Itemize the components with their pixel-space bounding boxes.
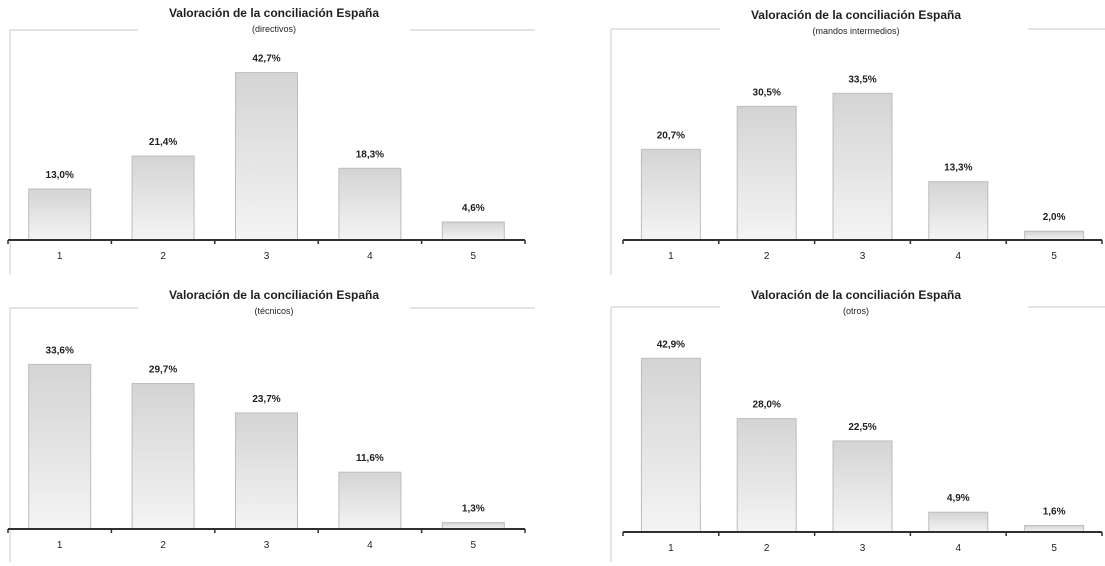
chart-subtitle: (otros)	[842, 306, 869, 316]
chart-plot: 42,9% 1 28,0% 2 22,5% 3 4,9% 4 1,6% 5	[610, 306, 1105, 562]
data-label: 30,5%	[753, 87, 781, 98]
chart-subtitle: (técnicos)	[254, 306, 294, 316]
x-tick-label: 3	[860, 543, 866, 554]
chart-tecnicos: Valoración de la conciliación España (té…	[7, 284, 540, 566]
data-label: 22,5%	[848, 422, 876, 433]
chart-subtitle: (mandos intermedios)	[812, 26, 900, 36]
bar	[736, 418, 797, 533]
bar	[640, 357, 701, 533]
bar	[928, 511, 989, 533]
bar	[235, 412, 298, 530]
x-tick-label: 3	[860, 251, 866, 262]
x-tick-label: 5	[471, 540, 477, 551]
x-tick-label: 2	[764, 543, 770, 554]
bar	[235, 72, 298, 241]
bar	[338, 167, 402, 241]
bar	[28, 363, 92, 530]
bar	[131, 383, 195, 530]
data-label: 21,4%	[149, 137, 177, 148]
data-label: 4,6%	[462, 203, 485, 214]
bar	[131, 155, 195, 241]
data-label: 18,3%	[356, 149, 384, 160]
bar	[1024, 230, 1085, 241]
bar	[640, 148, 701, 241]
data-label: 13,3%	[944, 163, 972, 174]
x-tick-label: 4	[956, 543, 962, 554]
chart-plot: 13,0% 1 21,4% 2 42,7% 3 18,3% 4 4,6% 5	[7, 29, 535, 275]
chart-title: Valoración de la conciliación España	[750, 288, 962, 302]
x-tick-label: 5	[1051, 543, 1057, 554]
data-label: 29,7%	[149, 365, 177, 376]
x-tick-label: 3	[264, 251, 270, 262]
x-tick-label: 3	[264, 540, 270, 551]
chart-plot: 20,7% 1 30,5% 2 33,5% 3 13,3% 4 2,0% 5	[610, 28, 1105, 275]
chart-title: Valoración de la conciliación España	[168, 288, 380, 302]
x-tick-label: 4	[367, 540, 373, 551]
data-label: 42,9%	[657, 339, 685, 350]
data-label: 11,6%	[356, 453, 384, 464]
data-label: 1,3%	[462, 504, 485, 515]
data-label: 1,6%	[1043, 507, 1066, 518]
bar	[441, 221, 505, 241]
x-tick-label: 1	[57, 251, 63, 262]
x-tick-label: 2	[764, 251, 770, 262]
bar	[736, 105, 797, 241]
chart-plot: 33,6% 1 29,7% 2 23,7% 3 11,6% 4 1,3% 5	[7, 307, 535, 562]
x-tick-label: 5	[1051, 251, 1057, 262]
data-label: 33,5%	[848, 74, 876, 85]
x-tick-label: 5	[471, 251, 477, 262]
data-label: 23,7%	[252, 394, 280, 405]
data-label: 33,6%	[46, 345, 74, 356]
x-tick-label: 4	[956, 251, 962, 262]
data-label: 20,7%	[657, 130, 685, 141]
x-tick-label: 1	[668, 251, 674, 262]
bar	[832, 440, 893, 533]
bar	[338, 471, 402, 530]
x-tick-label: 1	[668, 543, 674, 554]
x-tick-label: 4	[367, 251, 373, 262]
chart-mandos-intermedios: Valoración de la conciliación España (ma…	[608, 0, 1105, 280]
x-tick-label: 1	[57, 540, 63, 551]
bar	[28, 188, 92, 241]
data-label: 4,9%	[947, 493, 970, 504]
chart-directivos: Valoración de la conciliación España (di…	[7, 0, 540, 280]
data-label: 13,0%	[46, 170, 74, 181]
data-label: 28,0%	[753, 400, 781, 411]
x-tick-label: 2	[160, 540, 166, 551]
data-label: 2,0%	[1043, 212, 1066, 223]
bar	[928, 181, 989, 241]
data-label: 42,7%	[252, 54, 280, 65]
chart-title: Valoración de la conciliación España	[168, 6, 380, 20]
chart-title: Valoración de la conciliación España	[750, 8, 962, 22]
chart-subtitle: (directivos)	[251, 24, 296, 34]
x-tick-label: 2	[160, 251, 166, 262]
chart-otros: Valoración de la conciliación España (ot…	[608, 284, 1105, 566]
bar	[832, 92, 893, 241]
